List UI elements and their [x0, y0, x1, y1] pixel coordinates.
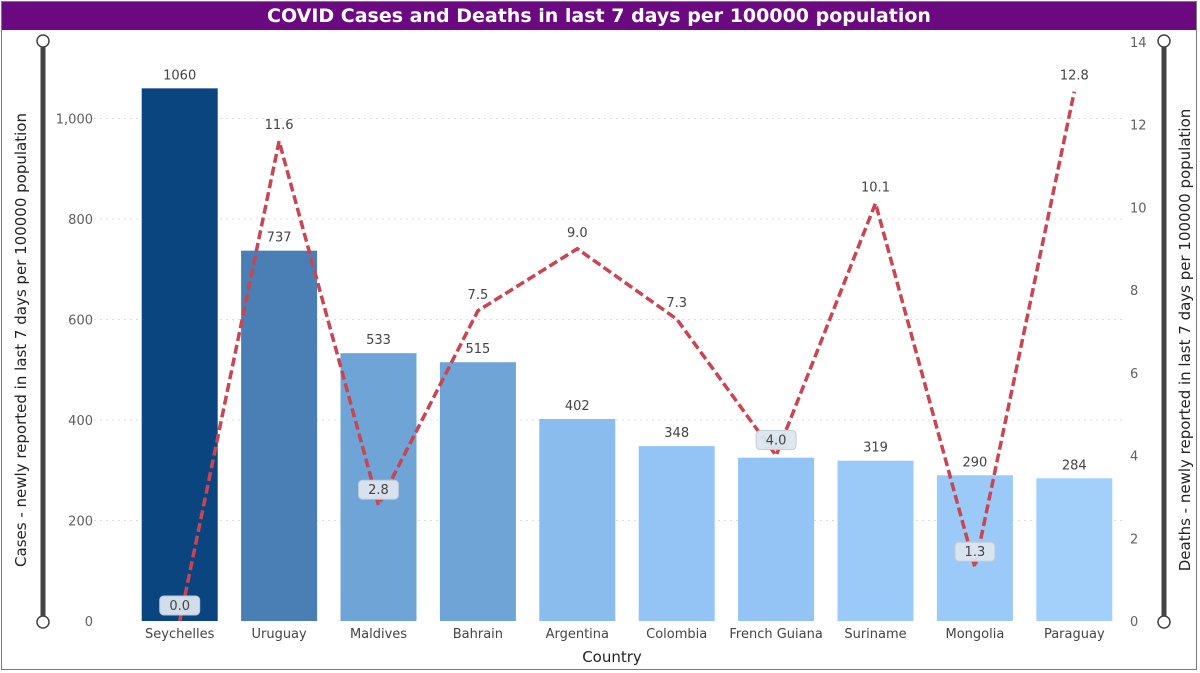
- bar-labels: 1060737533515402348325319290284: [163, 68, 1087, 473]
- y2-tick-label: 14: [1130, 36, 1147, 51]
- line-label-box: [755, 430, 797, 451]
- right-axis-ticks: 0 2 4 6 8 10 12 14: [1130, 36, 1147, 630]
- x-tick-label: Paraguay: [1044, 627, 1105, 642]
- x-tick-label: Mongolia: [945, 627, 1004, 642]
- line-data-label: 4.0: [766, 434, 787, 449]
- y2-axis-title: Deaths - newly reported in last 7 days p…: [1176, 109, 1194, 572]
- line-data-label: 9.0: [567, 226, 588, 241]
- bar-data-label: 348: [664, 426, 689, 441]
- bar[interactable]: [439, 362, 516, 621]
- y2-tick-label: 10: [1130, 201, 1147, 216]
- x-tick-label: Maldives: [350, 627, 407, 642]
- left-slider-top-handle[interactable]: [36, 34, 50, 48]
- bar[interactable]: [141, 88, 218, 622]
- left-slider-bottom-handle[interactable]: [36, 615, 50, 629]
- bar[interactable]: [738, 457, 815, 621]
- bar[interactable]: [837, 460, 914, 621]
- line-data-label: 7.5: [468, 288, 489, 303]
- y2-tick-label: 12: [1130, 119, 1147, 134]
- line-label-box: [954, 541, 996, 562]
- bar-data-label: 1060: [163, 68, 196, 83]
- x-tick-label: Colombia: [646, 627, 707, 642]
- y-tick-label: 800: [68, 213, 93, 228]
- bar-data-label: 284: [1062, 458, 1087, 473]
- left-axis-ticks: 0 200 400 600 800 1,000: [56, 113, 93, 631]
- y-axis-title: Cases - newly reported in last 7 days pe…: [12, 113, 30, 567]
- x-tick-label: French Guiana: [729, 627, 822, 642]
- line-data-label: 10.1: [861, 180, 890, 195]
- line-data-label: 11.6: [265, 118, 294, 133]
- line-label-box: [358, 479, 399, 500]
- x-tick-label: Suriname: [844, 627, 906, 642]
- bars: [141, 88, 1113, 622]
- line-data-label: 2.8: [368, 483, 389, 498]
- x-tick-label: Argentina: [546, 627, 609, 642]
- deaths-line[interactable]: [177, 91, 1077, 622]
- y-tick-label: 400: [68, 414, 93, 429]
- left-zoom-slider[interactable]: [36, 34, 50, 629]
- bar-data-label: 737: [267, 231, 292, 246]
- chart-title: COVID Cases and Deaths in last 7 days pe…: [2, 2, 1196, 30]
- y2-tick-label: 2: [1130, 532, 1138, 547]
- right-zoom-slider[interactable]: [1157, 34, 1171, 629]
- right-slider-bottom-handle[interactable]: [1157, 615, 1171, 629]
- x-tick-label: Bahrain: [453, 627, 503, 642]
- x-axis-title: Country: [582, 648, 642, 666]
- category-labels: Seychelles Uruguay Maldives Bahrain Argentin…: [145, 627, 1105, 642]
- y2-tick-label: 8: [1130, 284, 1138, 299]
- deaths-line-layer: [177, 91, 1077, 622]
- line-data-label: 12.8: [1060, 69, 1089, 84]
- y-tick-label: 600: [68, 314, 93, 329]
- bar-data-label: 290: [962, 455, 987, 470]
- bar-data-label: 533: [366, 333, 391, 348]
- line-labels: 0.0 11.6 2.8 7.5 9.0 7.3 4.0 10.1 1.3 12.8: [159, 69, 1089, 616]
- bar-data-label: 402: [565, 399, 590, 414]
- line-data-label: 0.0: [169, 599, 190, 614]
- y2-tick-label: 6: [1130, 367, 1138, 382]
- x-tick-label: Uruguay: [251, 627, 307, 642]
- bar-data-label: 319: [863, 441, 888, 456]
- y2-tick-label: 4: [1130, 450, 1138, 465]
- y-tick-label: 200: [68, 515, 93, 530]
- line-label-box: [159, 595, 201, 616]
- bar-data-label: 515: [465, 342, 490, 357]
- line-data-label: 1.3: [965, 545, 986, 560]
- bar[interactable]: [539, 418, 616, 621]
- right-slider-top-handle[interactable]: [1157, 34, 1171, 48]
- bar[interactable]: [241, 250, 318, 621]
- y2-tick-label: 0: [1130, 615, 1138, 630]
- y-tick-label: 1,000: [56, 113, 93, 128]
- x-tick-label: Seychelles: [145, 627, 215, 642]
- line-data-label: 7.3: [666, 296, 687, 311]
- bar[interactable]: [638, 446, 715, 621]
- bar[interactable]: [1036, 478, 1113, 621]
- y-tick-label: 0: [85, 615, 93, 630]
